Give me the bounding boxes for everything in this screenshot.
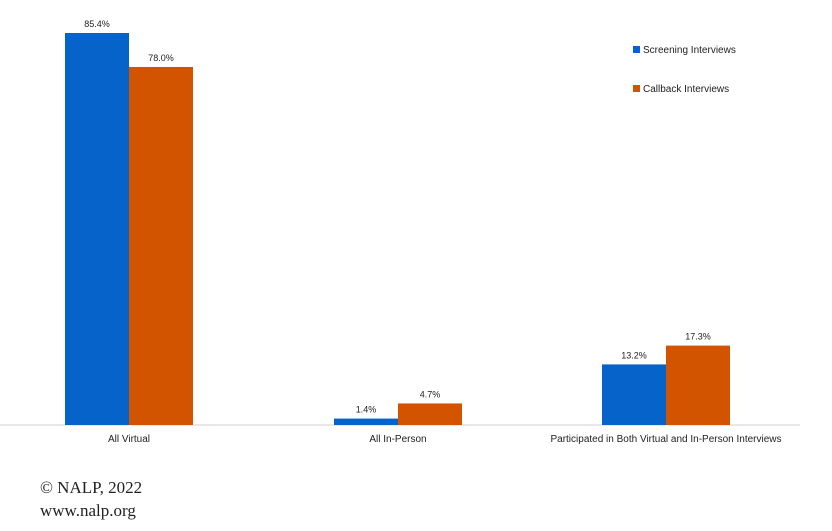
category-label-all-in-person: All In-Person bbox=[369, 434, 426, 445]
data-label-screening-interviews-all-in-person: 1.4% bbox=[356, 405, 377, 415]
bar-callback-interviews-all-virtual bbox=[129, 66, 193, 425]
category-label-all-virtual: All Virtual bbox=[108, 434, 150, 445]
bar-chart: 85.4% 78.0% All Virtual 1.4% 4.7% All In-Pers… bbox=[0, 19, 800, 445]
data-label-screening-interviews-participated-in-both-virtual-and-in-person-interviews: 13.2% bbox=[621, 350, 647, 360]
legend-swatch-callback-interviews bbox=[633, 85, 640, 92]
bar-screening-interviews-all-in-person bbox=[334, 418, 398, 425]
legend-label-callback-interviews: Callback Interviews bbox=[643, 84, 729, 95]
data-label-callback-interviews-participated-in-both-virtual-and-in-person-interviews: 17.3% bbox=[685, 332, 711, 342]
legend-label-screening-interviews: Screening Interviews bbox=[643, 45, 736, 56]
legend: Screening Interviews Callback Interviews bbox=[633, 45, 736, 95]
bar-callback-interviews-all-in-person bbox=[398, 403, 462, 425]
category-label-participated-in-both-virtual-and-in-person-interviews: Participated in Both Virtual and In-Pers… bbox=[550, 434, 781, 445]
legend-swatch-screening-interviews bbox=[633, 46, 640, 53]
bar-screening-interviews-participated-in-both-virtual-and-in-person-interviews bbox=[602, 364, 666, 425]
bars-group: 85.4% 78.0% All Virtual 1.4% 4.7% All In-Pers… bbox=[65, 19, 782, 445]
website-text: www.nalp.org bbox=[40, 501, 136, 520]
bar-callback-interviews-participated-in-both-virtual-and-in-person-interviews bbox=[666, 345, 730, 425]
bar-screening-interviews-all-virtual bbox=[65, 33, 129, 425]
data-label-screening-interviews-all-virtual: 85.4% bbox=[84, 19, 110, 29]
data-label-callback-interviews-all-virtual: 78.0% bbox=[148, 53, 174, 63]
copyright-text: © NALP, 2022 bbox=[40, 478, 143, 497]
data-label-callback-interviews-all-in-person: 4.7% bbox=[420, 389, 441, 399]
